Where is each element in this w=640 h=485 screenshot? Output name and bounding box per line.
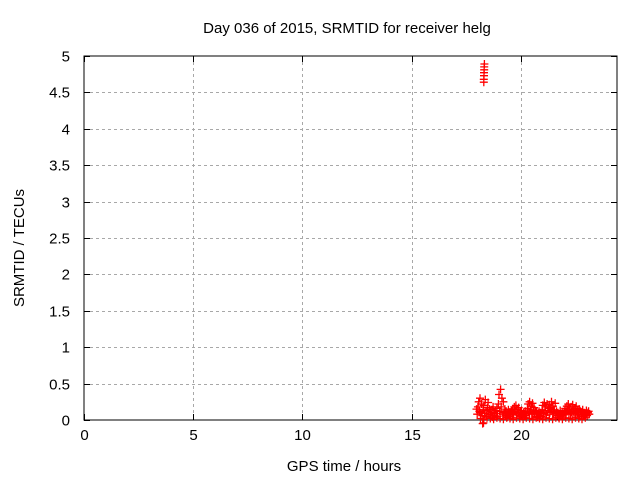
y-tick-label: 1.5	[49, 304, 70, 321]
grid-lines	[84, 56, 617, 420]
y-tick-label: 3	[62, 195, 70, 212]
y-tick-labels: 0 0.5 1 1.5 2 2.5 3 3.5 4 4.5 5	[49, 49, 70, 430]
x-tick-label: 5	[189, 427, 197, 444]
axis-tick-marks	[84, 56, 617, 421]
x-tick-label: 20	[513, 427, 530, 444]
x-tick-labels: 0 5 10 15 20	[80, 427, 530, 444]
y-tick-label: 5	[62, 49, 70, 66]
data-points-path	[472, 60, 594, 428]
y-tick-label: 0	[62, 413, 70, 430]
x-tick-label: 0	[80, 427, 88, 444]
x-axis-label: GPS time / hours	[287, 458, 401, 475]
y-tick-label: 1	[62, 340, 70, 357]
chart-title: Day 036 of 2015, SRMTID for receiver hel…	[203, 20, 491, 37]
y-tick-label: 4.5	[49, 85, 70, 102]
y-tick-label: 2.5	[49, 231, 70, 248]
y-tick-label: 0.5	[49, 377, 70, 394]
y-axis-label: SRMTID / TECUs	[11, 189, 28, 307]
x-tick-label: 15	[404, 427, 421, 444]
x-tick-label: 10	[294, 427, 311, 444]
y-tick-label: 4	[62, 122, 70, 139]
y-tick-label: 3.5	[49, 158, 70, 175]
y-tick-label: 2	[62, 267, 70, 284]
